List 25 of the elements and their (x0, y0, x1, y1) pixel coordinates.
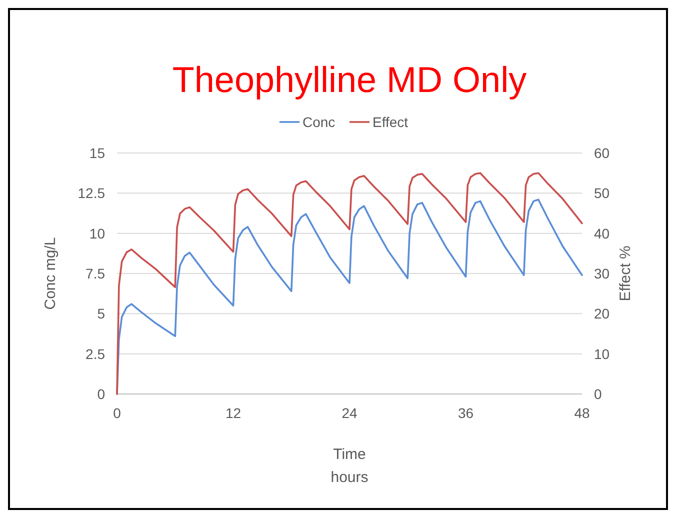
y-axis-title: Conc mg/L (42, 237, 59, 310)
legend-label: Conc (302, 114, 336, 130)
y2-tick-label: 40 (594, 225, 610, 242)
y2-axis-title: Effect % (617, 246, 634, 302)
x-axis-title: Time hours (330, 446, 368, 486)
x-tick-label: 12 (225, 405, 242, 421)
legend-label: Effect (372, 114, 408, 130)
y2-tick-label: 0 (594, 386, 602, 402)
y-tick-label: 10 (89, 225, 106, 242)
x-tick-label: 36 (458, 405, 474, 421)
y-tick-label: 12.5 (78, 185, 106, 202)
y2-tick-label: 20 (594, 306, 610, 322)
x-tick-label: 0 (113, 405, 122, 421)
y-tick-label: 2.5 (86, 346, 106, 362)
y-tick-label: 5 (97, 306, 106, 322)
y2-tick-label: 10 (594, 346, 610, 362)
chart-title: Theophylline MD Only (172, 59, 527, 100)
y-tick-label: 7.5 (86, 266, 106, 282)
y-tick-label: 0 (97, 386, 106, 402)
y2-tick-label: 60 (594, 145, 610, 161)
x-tick-label: 24 (342, 405, 358, 421)
y-tick-label: 15 (89, 145, 106, 161)
y2-tick-label: 50 (594, 185, 610, 202)
x-tick-label: 48 (574, 405, 590, 421)
y2-tick-label: 30 (594, 266, 610, 282)
